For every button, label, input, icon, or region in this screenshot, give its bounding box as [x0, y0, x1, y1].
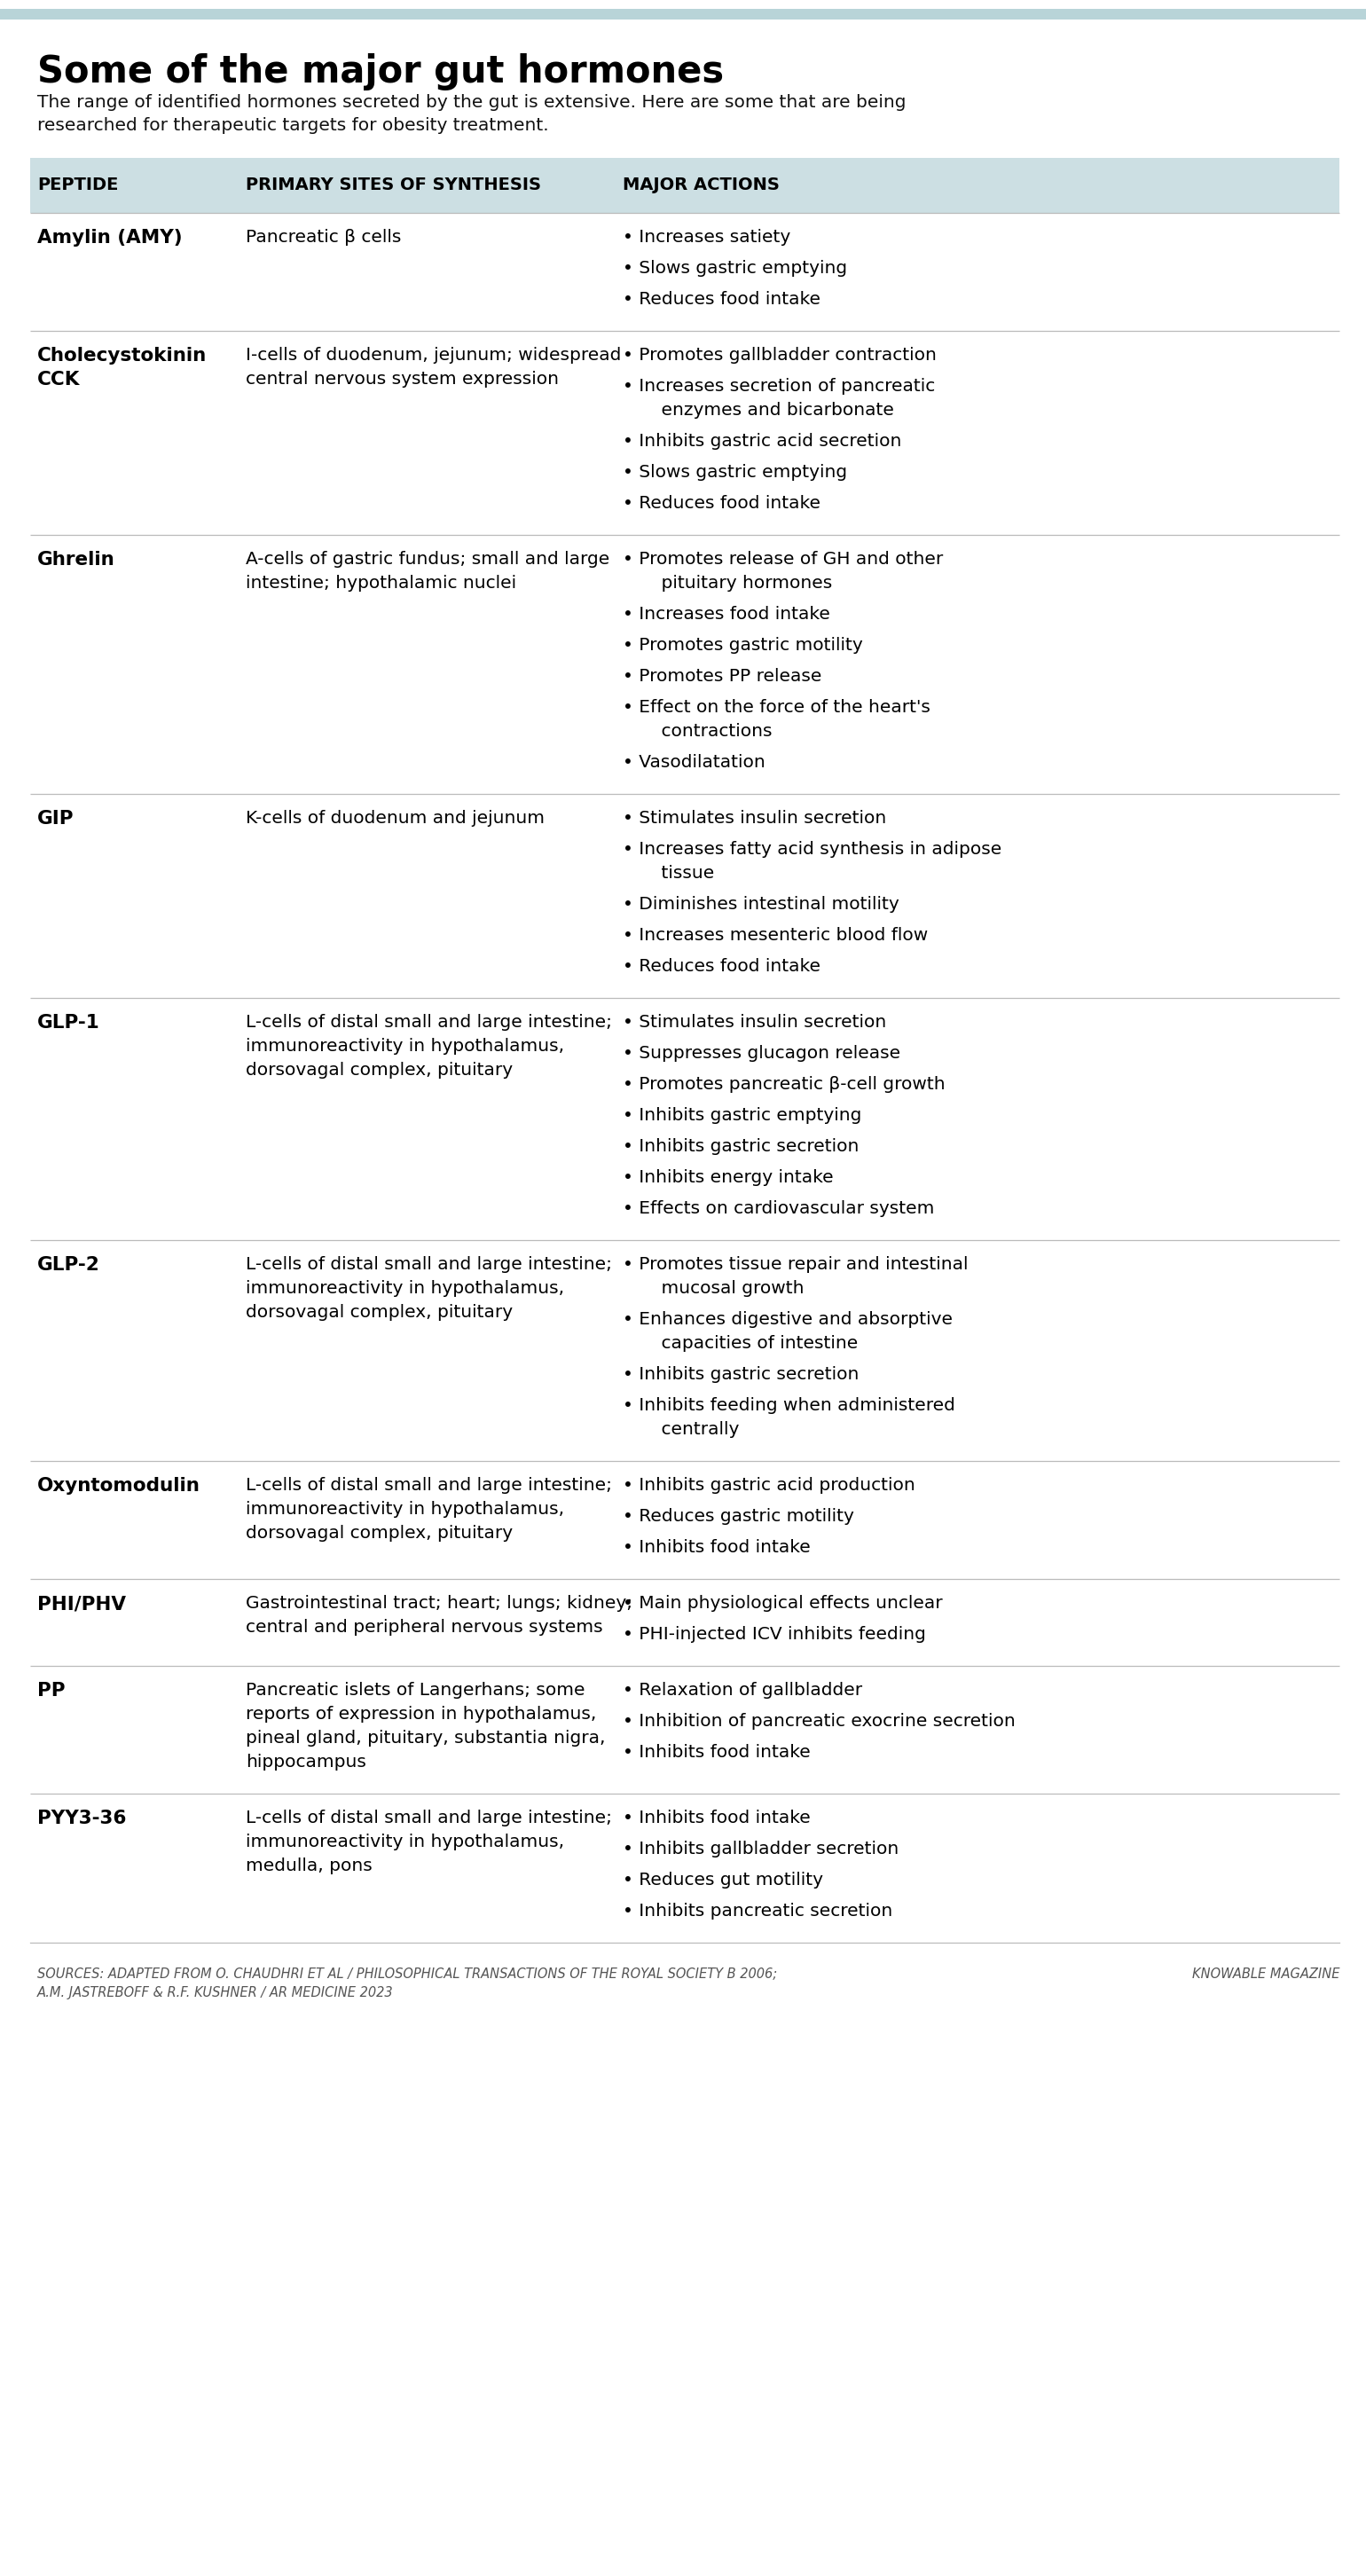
- Text: immunoreactivity in hypothalamus,: immunoreactivity in hypothalamus,: [246, 1502, 564, 1517]
- Text: • Diminishes intestinal motility: • Diminishes intestinal motility: [623, 896, 899, 912]
- Text: GIP: GIP: [37, 809, 74, 827]
- Text: • Effect on the force of the heart's: • Effect on the force of the heart's: [623, 698, 930, 716]
- Text: • Inhibits feeding when administered: • Inhibits feeding when administered: [623, 1396, 955, 1414]
- Text: hippocampus: hippocampus: [246, 1754, 366, 1770]
- Text: enzymes and bicarbonate: enzymes and bicarbonate: [639, 402, 893, 420]
- Text: Some of the major gut hormones: Some of the major gut hormones: [37, 54, 724, 90]
- Text: • Inhibits gallbladder secretion: • Inhibits gallbladder secretion: [623, 1842, 899, 1857]
- Text: • Inhibition of pancreatic exocrine secretion: • Inhibition of pancreatic exocrine secr…: [623, 1713, 1015, 1728]
- Text: central nervous system expression: central nervous system expression: [246, 371, 559, 386]
- Bar: [30, 157, 1340, 214]
- Text: • Increases secretion of pancreatic: • Increases secretion of pancreatic: [623, 379, 936, 394]
- Text: • Inhibits food intake: • Inhibits food intake: [623, 1744, 810, 1762]
- Text: • Vasodilatation: • Vasodilatation: [623, 755, 765, 770]
- Text: mucosal growth: mucosal growth: [639, 1280, 805, 1296]
- Text: PHI/PHV: PHI/PHV: [37, 1595, 126, 1613]
- Text: K-cells of duodenum and jejunum: K-cells of duodenum and jejunum: [246, 809, 545, 827]
- Text: • Slows gastric emptying: • Slows gastric emptying: [623, 464, 847, 482]
- Text: • Stimulates insulin secretion: • Stimulates insulin secretion: [623, 1015, 887, 1030]
- Text: GLP-2: GLP-2: [37, 1257, 100, 1273]
- Text: tissue: tissue: [639, 866, 714, 881]
- Text: Ghrelin: Ghrelin: [37, 551, 115, 569]
- Text: • Inhibits gastric secretion: • Inhibits gastric secretion: [623, 1139, 859, 1154]
- Text: • Inhibits gastric emptying: • Inhibits gastric emptying: [623, 1108, 862, 1123]
- Text: • Promotes tissue repair and intestinal: • Promotes tissue repair and intestinal: [623, 1257, 968, 1273]
- Text: PRIMARY SITES OF SYNTHESIS: PRIMARY SITES OF SYNTHESIS: [246, 178, 541, 193]
- Text: immunoreactivity in hypothalamus,: immunoreactivity in hypothalamus,: [246, 1038, 564, 1054]
- Text: • Reduces food intake: • Reduces food intake: [623, 495, 821, 513]
- Text: reports of expression in hypothalamus,: reports of expression in hypothalamus,: [246, 1705, 597, 1723]
- Text: Amylin (AMY): Amylin (AMY): [37, 229, 183, 247]
- Text: • Promotes release of GH and other: • Promotes release of GH and other: [623, 551, 943, 567]
- Text: • Stimulates insulin secretion: • Stimulates insulin secretion: [623, 809, 887, 827]
- Text: • Inhibits food intake: • Inhibits food intake: [623, 1538, 810, 1556]
- Text: L-cells of distal small and large intestine;: L-cells of distal small and large intest…: [246, 1476, 612, 1494]
- Text: • Effects on cardiovascular system: • Effects on cardiovascular system: [623, 1200, 934, 1216]
- Text: • Promotes PP release: • Promotes PP release: [623, 667, 822, 685]
- Text: • Relaxation of gallbladder: • Relaxation of gallbladder: [623, 1682, 862, 1698]
- Text: medulla, pons: medulla, pons: [246, 1857, 373, 1875]
- Text: • Increases mesenteric blood flow: • Increases mesenteric blood flow: [623, 927, 928, 943]
- Text: central and peripheral nervous systems: central and peripheral nervous systems: [246, 1618, 602, 1636]
- Text: L-cells of distal small and large intestine;: L-cells of distal small and large intest…: [246, 1808, 612, 1826]
- Text: L-cells of distal small and large intestine;: L-cells of distal small and large intest…: [246, 1015, 612, 1030]
- Text: • Enhances digestive and absorptive: • Enhances digestive and absorptive: [623, 1311, 952, 1327]
- Text: • Inhibits pancreatic secretion: • Inhibits pancreatic secretion: [623, 1904, 892, 1919]
- Text: contractions: contractions: [639, 724, 772, 739]
- Text: The range of identified hormones secreted by the gut is extensive. Here are some: The range of identified hormones secrete…: [37, 95, 906, 134]
- Text: • PHI-injected ICV inhibits feeding: • PHI-injected ICV inhibits feeding: [623, 1625, 926, 1643]
- Text: SOURCES: ADAPTED FROM O. CHAUDHRI ET AL / PHILOSOPHICAL TRANSACTIONS OF THE ROYA: SOURCES: ADAPTED FROM O. CHAUDHRI ET AL …: [37, 1968, 777, 1999]
- Text: GLP-1: GLP-1: [37, 1015, 100, 1030]
- Text: I-cells of duodenum, jejunum; widespread: I-cells of duodenum, jejunum; widespread: [246, 348, 622, 363]
- Text: • Inhibits gastric acid secretion: • Inhibits gastric acid secretion: [623, 433, 902, 451]
- Text: • Suppresses glucagon release: • Suppresses glucagon release: [623, 1046, 900, 1061]
- Text: immunoreactivity in hypothalamus,: immunoreactivity in hypothalamus,: [246, 1280, 564, 1296]
- Text: Cholecystokinin: Cholecystokinin: [37, 348, 206, 366]
- Text: dorsovagal complex, pituitary: dorsovagal complex, pituitary: [246, 1525, 512, 1540]
- Text: • Inhibits gastric acid production: • Inhibits gastric acid production: [623, 1476, 915, 1494]
- Text: Pancreatic islets of Langerhans; some: Pancreatic islets of Langerhans; some: [246, 1682, 585, 1698]
- Text: • Inhibits food intake: • Inhibits food intake: [623, 1808, 810, 1826]
- Text: • Promotes gastric motility: • Promotes gastric motility: [623, 636, 863, 654]
- Text: • Reduces food intake: • Reduces food intake: [623, 291, 821, 307]
- Text: Oxyntomodulin: Oxyntomodulin: [37, 1476, 201, 1494]
- Text: • Inhibits gastric secretion: • Inhibits gastric secretion: [623, 1365, 859, 1383]
- Text: immunoreactivity in hypothalamus,: immunoreactivity in hypothalamus,: [246, 1834, 564, 1850]
- Text: KNOWABLE MAGAZINE: KNOWABLE MAGAZINE: [1191, 1968, 1340, 1981]
- Text: • Increases satiety: • Increases satiety: [623, 229, 791, 245]
- Text: • Increases food intake: • Increases food intake: [623, 605, 831, 623]
- Bar: [0, 8, 1366, 21]
- Text: PYY3-36: PYY3-36: [37, 1808, 126, 1826]
- Text: A-cells of gastric fundus; small and large: A-cells of gastric fundus; small and lar…: [246, 551, 609, 567]
- Text: dorsovagal complex, pituitary: dorsovagal complex, pituitary: [246, 1303, 512, 1321]
- Text: • Main physiological effects unclear: • Main physiological effects unclear: [623, 1595, 943, 1613]
- Text: centrally: centrally: [639, 1422, 739, 1437]
- Text: CCK: CCK: [37, 371, 81, 389]
- Text: PP: PP: [37, 1682, 66, 1700]
- Text: • Slows gastric emptying: • Slows gastric emptying: [623, 260, 847, 276]
- Text: Gastrointestinal tract; heart; lungs; kidney;: Gastrointestinal tract; heart; lungs; ki…: [246, 1595, 632, 1613]
- Text: L-cells of distal small and large intestine;: L-cells of distal small and large intest…: [246, 1257, 612, 1273]
- Text: • Reduces gastric motility: • Reduces gastric motility: [623, 1507, 854, 1525]
- Text: capacities of intestine: capacities of intestine: [639, 1334, 858, 1352]
- Text: • Inhibits energy intake: • Inhibits energy intake: [623, 1170, 833, 1185]
- Text: • Reduces gut motility: • Reduces gut motility: [623, 1873, 824, 1888]
- Text: • Increases fatty acid synthesis in adipose: • Increases fatty acid synthesis in adip…: [623, 840, 1001, 858]
- Text: PEPTIDE: PEPTIDE: [37, 178, 119, 193]
- Text: MAJOR ACTIONS: MAJOR ACTIONS: [623, 178, 780, 193]
- Text: pituitary hormones: pituitary hormones: [639, 574, 832, 592]
- Text: • Reduces food intake: • Reduces food intake: [623, 958, 821, 974]
- Text: • Promotes gallbladder contraction: • Promotes gallbladder contraction: [623, 348, 937, 363]
- Text: Pancreatic β cells: Pancreatic β cells: [246, 229, 402, 245]
- Text: intestine; hypothalamic nuclei: intestine; hypothalamic nuclei: [246, 574, 516, 592]
- Text: dorsovagal complex, pituitary: dorsovagal complex, pituitary: [246, 1061, 512, 1079]
- Text: pineal gland, pituitary, substantia nigra,: pineal gland, pituitary, substantia nigr…: [246, 1728, 605, 1747]
- Text: • Promotes pancreatic β-cell growth: • Promotes pancreatic β-cell growth: [623, 1077, 945, 1092]
